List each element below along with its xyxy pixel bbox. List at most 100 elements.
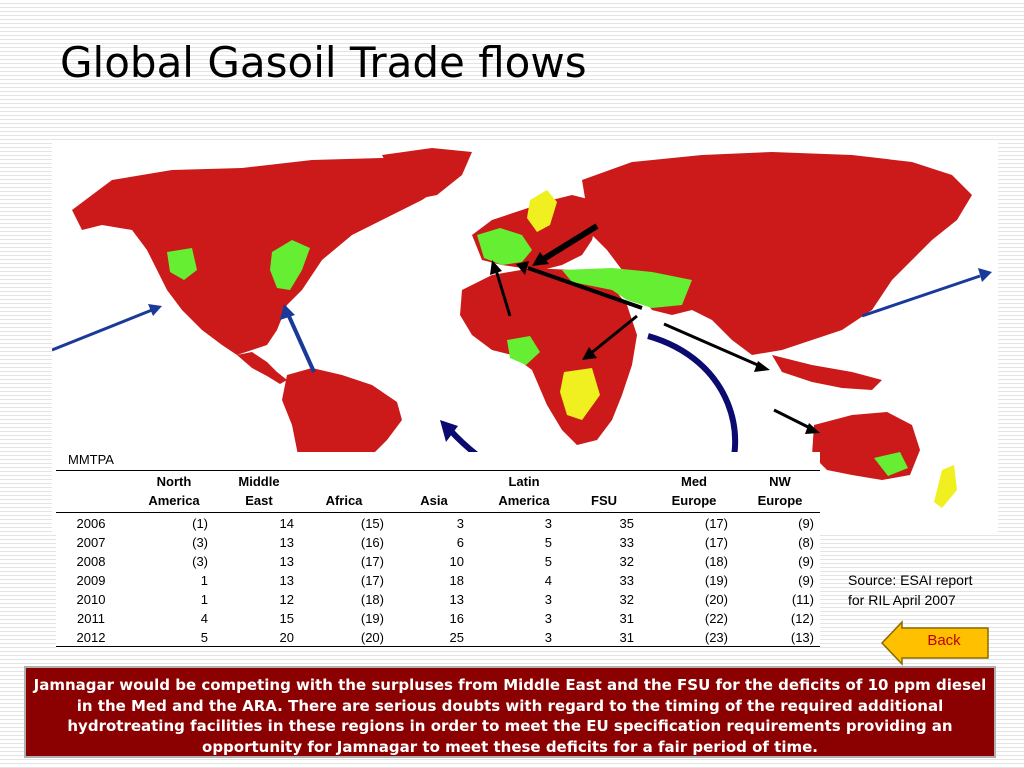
arrow-india-to-southeast-asia xyxy=(663,322,770,372)
australia-east-surplus xyxy=(874,452,908,476)
slide-title: Global Gasoil Trade flows xyxy=(60,38,587,87)
table-row-year: 2007 xyxy=(76,535,106,550)
col-head-asia: Asia xyxy=(420,493,448,508)
arrow-mideast-to-east-africa xyxy=(582,314,638,360)
table-cell: (16) xyxy=(360,535,384,550)
table-cell: (9) xyxy=(798,573,814,588)
table-cell: 25 xyxy=(449,630,464,645)
table-row-year: 2012 xyxy=(76,630,106,645)
table-body-rule xyxy=(56,512,820,513)
source-line-1: Source: ESAI report xyxy=(848,572,973,588)
table-cell: 3 xyxy=(456,516,464,531)
table-cell: (17) xyxy=(360,573,384,588)
table-cell: 13 xyxy=(279,535,294,550)
table-cell: (19) xyxy=(360,611,384,626)
table-cell: (19) xyxy=(704,573,728,588)
north-america-region xyxy=(72,158,452,355)
table-cell: (3) xyxy=(192,535,208,550)
table-cell: 13 xyxy=(279,554,294,569)
table-cell: 3 xyxy=(544,592,552,607)
col-head-north-america: North America xyxy=(148,474,200,508)
table-cell: (20) xyxy=(360,630,384,645)
australia-region xyxy=(812,412,920,480)
table-cell: 33 xyxy=(619,535,634,550)
source-note: Source: ESAI report for RIL April 2007 xyxy=(848,570,1018,610)
table-cell: 31 xyxy=(619,630,634,645)
back-button-label: Back xyxy=(927,632,961,649)
table-row-year: 2006 xyxy=(76,516,106,531)
back-button[interactable]: Back xyxy=(880,620,990,666)
table-cell: (13) xyxy=(790,630,814,645)
table-cell: (22) xyxy=(704,611,728,626)
table-row-year: 2009 xyxy=(76,573,106,588)
world-map-graphic xyxy=(52,148,992,528)
table-row-year: 2011 xyxy=(77,611,105,626)
table-bottom-rule xyxy=(56,646,820,647)
table-cell: 32 xyxy=(619,554,634,569)
table-row-year: 2008 xyxy=(76,554,106,569)
us-west-surplus xyxy=(167,248,197,280)
table-row-year: 2010 xyxy=(76,592,106,607)
table-cell: 6 xyxy=(456,535,464,550)
table-cell: (1) xyxy=(192,516,208,531)
col-head-middle-east: Middle East xyxy=(238,474,280,508)
table-cell: 18 xyxy=(449,573,464,588)
table-cell: 3 xyxy=(544,630,552,645)
arrow-fsu-to-europe xyxy=(532,223,599,266)
table-header-rule xyxy=(56,470,820,471)
table-cell: 33 xyxy=(619,573,634,588)
col-head-africa: Africa xyxy=(325,493,363,508)
table-cell: 12 xyxy=(279,592,294,607)
table-cell: (11) xyxy=(791,592,814,607)
table-cell: 4 xyxy=(544,573,552,588)
table-cell: (23) xyxy=(704,630,728,645)
table-cell: (17) xyxy=(360,554,384,569)
table-cell: 1 xyxy=(200,592,208,607)
table-cell: (17) xyxy=(704,516,728,531)
central-america-region xyxy=(237,352,287,384)
arrow-to-asia-east xyxy=(861,268,992,318)
table-cell: 4 xyxy=(200,611,208,626)
source-line-2: for RIL April 2007 xyxy=(848,592,956,608)
table-cell: 14 xyxy=(279,516,294,531)
nw-europe-surplus xyxy=(477,228,532,265)
table-cell: 16 xyxy=(449,611,464,626)
table-cell: 20 xyxy=(279,630,294,645)
table-cell: (18) xyxy=(704,554,728,569)
col-head-med-europe: Med Europe xyxy=(671,474,717,508)
southeast-asia-region xyxy=(772,355,882,390)
arrow-latam-to-usgulf xyxy=(280,304,316,373)
col-head-latin-america: Latin America xyxy=(498,474,550,508)
table-cell: 13 xyxy=(279,573,294,588)
us-east-surplus xyxy=(270,240,310,290)
table-cell: (20) xyxy=(704,592,728,607)
greenland-region xyxy=(382,148,472,200)
table-cell: 5 xyxy=(544,554,552,569)
table-cell: 15 xyxy=(279,611,294,626)
table-cell: 32 xyxy=(619,592,634,607)
conclusion-banner: Jamnagar would be competing with the sur… xyxy=(24,666,996,758)
table-cell: 3 xyxy=(544,611,552,626)
table-cell: 10 xyxy=(449,554,464,569)
table-cell: 13 xyxy=(449,592,464,607)
col-head-fsu: FSU xyxy=(591,493,617,508)
trade-balance-table: MMTPA North America Middle East Africa A… xyxy=(56,452,820,648)
col-head-nw-europe: NW Europe xyxy=(757,474,803,508)
asia-region xyxy=(582,152,972,355)
back-arrow-icon xyxy=(880,620,989,666)
table-cell: 3 xyxy=(544,516,552,531)
table-cell: 31 xyxy=(619,611,634,626)
new-zealand-neutral xyxy=(934,465,957,508)
table-cell: (12) xyxy=(790,611,814,626)
table-cell: (18) xyxy=(360,592,384,607)
east-africa-neutral xyxy=(560,368,600,420)
arrow-mideast-to-europe xyxy=(516,261,643,310)
table-cell: (15) xyxy=(360,516,384,531)
table-cell: (8) xyxy=(798,535,814,550)
arrow-to-north-america xyxy=(52,304,162,352)
africa-region xyxy=(460,268,637,445)
table-cell: 1 xyxy=(200,573,208,588)
table-cell: (3) xyxy=(192,554,208,569)
arrow-africa-to-europe xyxy=(490,260,512,317)
table-cell: (9) xyxy=(798,516,814,531)
